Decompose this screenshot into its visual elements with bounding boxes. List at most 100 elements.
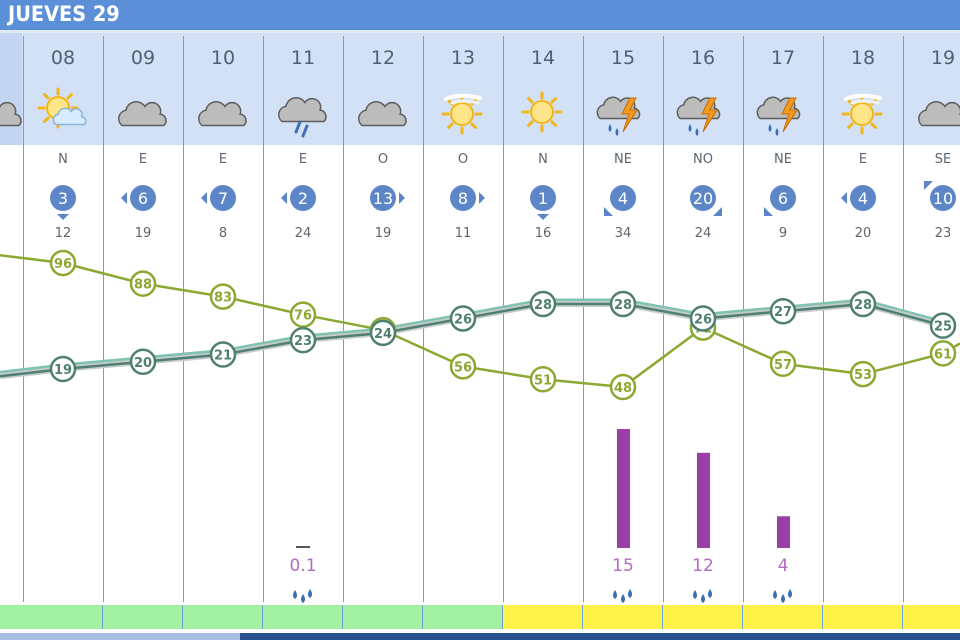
humidity-marker xyxy=(929,340,957,367)
wind-arrow-icon xyxy=(713,207,722,216)
wind-direction: E xyxy=(298,152,308,167)
precipitation-amount: 15 xyxy=(612,556,634,576)
timeline-scroll-thumb[interactable] xyxy=(240,633,960,640)
wind-gust: 20 xyxy=(854,226,872,241)
wind-arrow-icon xyxy=(537,214,549,220)
temperature-marker xyxy=(289,326,317,354)
humidity-marker xyxy=(769,350,797,377)
wind-speed-badge: 10 xyxy=(924,181,956,211)
humidity-marker xyxy=(209,283,237,310)
wind-gust: 24 xyxy=(694,226,712,241)
humidity-marker xyxy=(849,360,877,388)
hour-label: 17 xyxy=(770,47,796,69)
condition-cell xyxy=(263,605,343,629)
wind-direction: NE xyxy=(774,152,792,167)
cloud-icon xyxy=(0,101,22,127)
hour-label: 10 xyxy=(210,47,236,69)
wind-direction: O xyxy=(377,152,389,167)
cloud-icon xyxy=(918,101,960,127)
rain-cloud-icon xyxy=(278,97,327,138)
column-separator xyxy=(103,36,104,602)
humidity-marker xyxy=(529,366,557,393)
precipitation-amount: 12 xyxy=(692,556,714,576)
column-separator xyxy=(823,36,824,602)
wind-arrow-icon xyxy=(924,181,933,190)
condition-strip xyxy=(0,605,960,629)
wind-gust: 8 xyxy=(218,226,228,241)
condition-cell xyxy=(423,605,503,629)
temperature-label: 19 xyxy=(54,363,72,378)
header-divider xyxy=(0,30,960,33)
wind-speed-badge: 1 xyxy=(530,185,556,220)
wind-speed-value: 13 xyxy=(373,189,393,208)
condition-cell xyxy=(503,605,583,629)
column-separator xyxy=(503,36,504,602)
condition-cell xyxy=(183,605,263,629)
temperature-marker xyxy=(529,290,557,318)
thunderstorm-icon xyxy=(596,96,641,136)
temperature-label: 25 xyxy=(934,320,952,335)
wind-speed-value: 2 xyxy=(298,189,308,208)
wind-speed-value: 4 xyxy=(618,189,628,208)
wind-speed-value: 6 xyxy=(778,189,788,208)
temperature-label: 28 xyxy=(534,298,552,313)
humidity-label: 96 xyxy=(54,257,72,272)
wind-speed-badge: 13 xyxy=(370,185,405,211)
raindrops-icon xyxy=(613,589,632,603)
hour-label: 09 xyxy=(130,47,156,69)
column-separator xyxy=(23,36,24,602)
precipitation-bar xyxy=(617,429,630,548)
column-separator xyxy=(423,36,424,602)
raindrops-icon xyxy=(693,589,712,603)
hour-label: 08 xyxy=(50,47,76,69)
raindrops-icon xyxy=(293,589,312,603)
wind-speed-value: 3 xyxy=(58,189,68,208)
condition-cell xyxy=(343,605,423,629)
thunderstorm-icon xyxy=(756,96,801,136)
wind-direction: E xyxy=(858,152,868,167)
humidity-label: 53 xyxy=(854,368,872,383)
precipitation-amount: 4 xyxy=(777,556,789,576)
wind-direction: N xyxy=(58,152,68,167)
hazy-sun-icon xyxy=(841,93,883,135)
raindrops-icon xyxy=(773,589,792,603)
timeline-scroll-bar[interactable] xyxy=(0,633,960,640)
temperature-marker xyxy=(129,348,157,376)
wind-direction: NO xyxy=(693,152,713,167)
timeline-scroll-track xyxy=(0,633,240,640)
column-separator xyxy=(743,36,744,602)
humidity-marker xyxy=(49,249,77,277)
wind-direction: O xyxy=(457,152,469,167)
temperature-marker xyxy=(49,355,77,383)
hour-label: 11 xyxy=(290,47,316,69)
temperature-label: 26 xyxy=(454,312,472,327)
temperature-label: 20 xyxy=(134,356,152,371)
wind-gust: 19 xyxy=(374,226,392,241)
column-separator xyxy=(263,36,264,602)
wind-arrow-icon xyxy=(121,192,127,204)
temperature-label: 23 xyxy=(294,334,312,349)
humidity-label: 61 xyxy=(934,347,952,362)
wind-speed-value: 8 xyxy=(458,189,468,208)
wind-direction: E xyxy=(138,152,148,167)
hour-label: 16 xyxy=(690,47,716,69)
condition-cell xyxy=(903,605,960,629)
wind-arrow-icon xyxy=(281,192,287,204)
wind-speed-value: 1 xyxy=(538,189,548,208)
temperature-marker xyxy=(209,341,237,368)
temperature-label: 21 xyxy=(214,349,232,364)
wind-speed-badge: 3 xyxy=(50,185,76,220)
wind-speed-value: 20 xyxy=(693,189,713,208)
humidity-marker xyxy=(129,270,157,297)
temperature-label: 24 xyxy=(374,327,392,342)
temperature-label: 26 xyxy=(694,312,712,327)
humidity-label: 57 xyxy=(774,358,792,373)
column-separator xyxy=(583,36,584,602)
wind-gust: 24 xyxy=(294,226,312,241)
condition-cell xyxy=(583,605,663,629)
temperature-marker xyxy=(689,305,717,332)
wind-speed-value: 6 xyxy=(138,189,148,208)
precipitation-amount: 0.1 xyxy=(289,556,317,576)
sun-icon xyxy=(521,91,563,133)
